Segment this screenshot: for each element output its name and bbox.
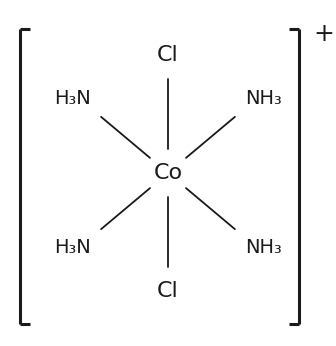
Text: Cl: Cl [157,281,179,301]
Text: NH₃: NH₃ [245,89,282,108]
Text: H₃N: H₃N [54,238,91,257]
Text: Cl: Cl [157,45,179,65]
Text: H₃N: H₃N [54,89,91,108]
Text: +: + [314,21,335,46]
Text: Co: Co [154,163,182,183]
Text: NH₃: NH₃ [245,238,282,257]
